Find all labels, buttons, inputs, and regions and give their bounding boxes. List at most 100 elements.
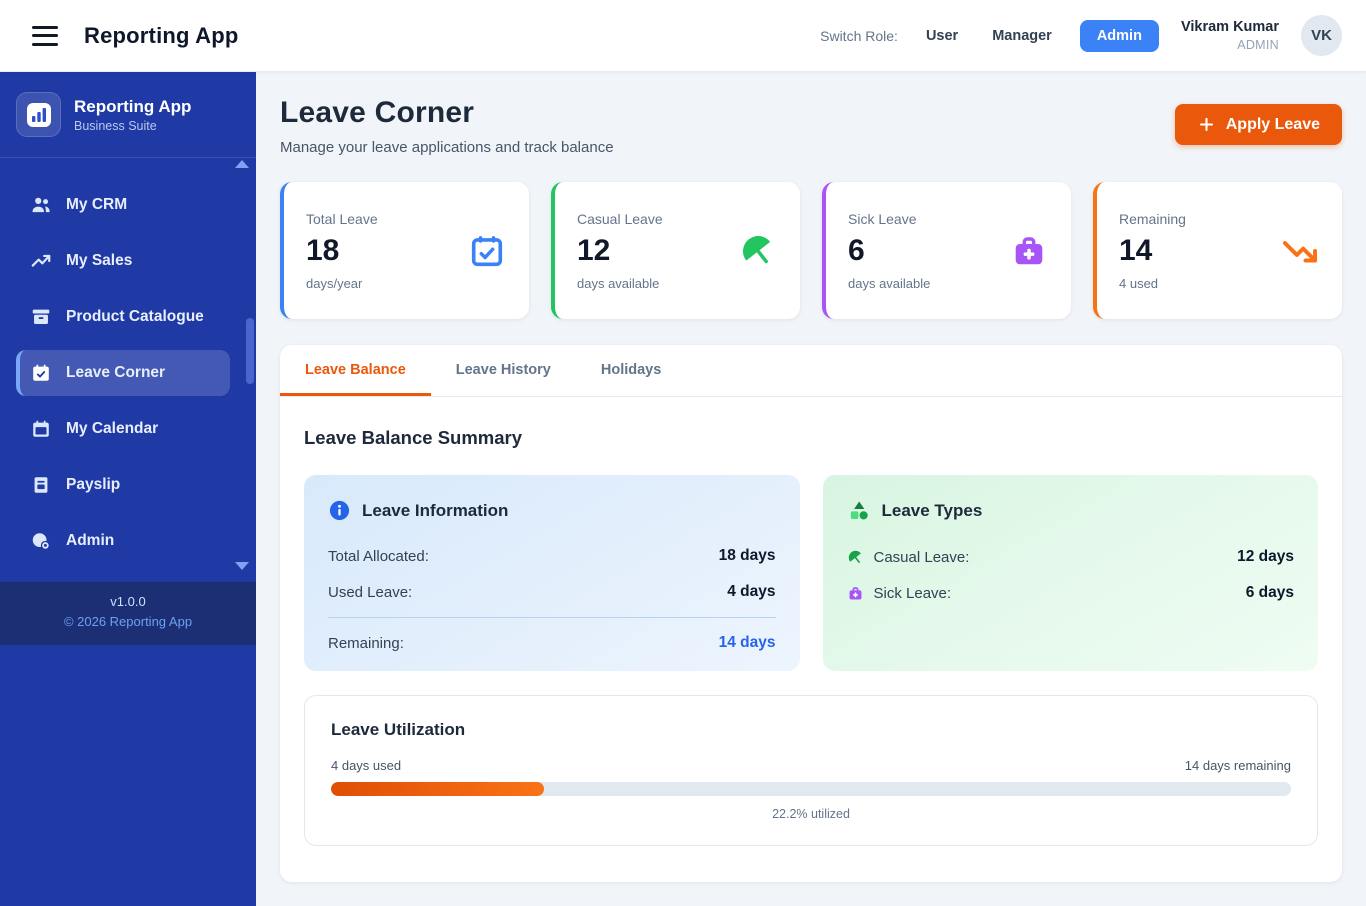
leave-information-card: Leave Information Total Allocated: 18 da… [304,475,800,671]
calendar-check-icon [30,362,52,384]
archive-box-icon [30,306,52,328]
sidebar-item-label: Leave Corner [66,364,166,381]
stat-card-sick-leave: Sick Leave 6 days available [822,182,1071,319]
days-remaining-label: 14 days remaining [1184,758,1291,773]
brand-subtitle: Business Suite [74,118,157,133]
sidebar-item-label: My CRM [66,196,128,213]
sidebar: Reporting App Business Suite [0,72,256,906]
users-icon [30,194,52,216]
utilization-progress-fill [331,782,545,796]
stat-value: 14 [1119,233,1153,267]
sidebar-item-leave-corner[interactable]: Leave Corner [16,350,230,396]
stat-label: Sick Leave [848,210,917,227]
section-heading: Leave Balance Summary [304,427,523,448]
utilization-title: Leave Utilization [331,720,466,739]
info-row-remaining: Remaining: 14 days [328,634,776,652]
shapes-icon [847,499,871,523]
apply-leave-button[interactable]: Apply Leave [1174,104,1342,145]
sidebar-item-label: Admin [66,532,115,549]
brand-title: Reporting App [74,96,192,116]
sidebar-footer: v1.0.0 © 2026 Reporting App [0,582,256,645]
card-title: Leave Types [881,501,983,520]
page-header: Leave Corner Manage your leave applicati… [280,96,1342,156]
topbar-right: Switch Role: User Manager Admin Vikram K… [820,15,1342,56]
stat-card-total-leave: Total Leave 18 days/year [280,182,529,319]
sidebar-scrollbar[interactable] [246,318,254,384]
utilization-percent-label: 22.2% utilized [772,807,850,821]
stat-label: Casual Leave [577,210,663,227]
role-button-manager[interactable]: Manager [986,20,1058,52]
info-row-total-allocated: Total Allocated: 18 days [328,547,776,565]
sidebar-item-payslip[interactable]: Payslip [16,462,230,508]
scroll-down-icon[interactable] [235,562,249,570]
user-name: Vikram Kumar [1180,18,1279,35]
plus-icon [1197,115,1216,134]
avatar[interactable]: VK [1301,15,1342,56]
stat-card-remaining: Remaining 14 4 used [1093,182,1342,319]
admin-badge-icon [30,530,52,552]
app-title: Reporting App [84,22,239,48]
scroll-up-icon[interactable] [235,160,249,168]
role-button-admin[interactable]: Admin [1079,19,1159,52]
utilization-progress-bar [331,782,1291,796]
stat-sub: days available [577,275,660,291]
stat-label: Remaining [1119,210,1186,227]
top-header: Reporting App Switch Role: User Manager … [0,0,1366,72]
divider [328,617,776,618]
info-row-used-leave: Used Leave: 4 days [328,583,776,601]
sidebar-item-my-crm[interactable]: My CRM [16,182,230,228]
calendar-icon [30,418,52,440]
sidebar-item-my-calendar[interactable]: My Calendar [16,406,230,452]
stat-value: 18 [306,233,340,267]
trending-up-icon [30,250,52,272]
stat-sub: days available [848,275,931,291]
stat-label: Total Leave [306,210,378,227]
stat-sub: 4 used [1119,275,1159,291]
trending-down-icon [1280,231,1320,271]
sidebar-item-label: My Sales [66,252,133,269]
hamburger-menu-icon[interactable] [32,25,58,46]
user-role-badge: ADMIN [1237,37,1279,52]
tab-bar: Leave Balance Leave History Holidays [280,345,1342,397]
leave-panel: Leave Balance Leave History Holidays Lea… [280,345,1342,882]
brand-logo-icon [16,92,61,137]
page-subtitle: Manage your leave applications and track… [280,139,614,156]
days-used-label: 4 days used [331,758,402,773]
stat-sub: days/year [306,275,363,291]
sidebar-item-my-sales[interactable]: My Sales [16,238,230,284]
sidebar-item-product-catalogue[interactable]: Product Catalogue [16,294,230,340]
role-button-user[interactable]: User [920,20,964,52]
tab-leave-history[interactable]: Leave History [431,345,576,396]
sidebar-brand: Reporting App Business Suite [0,72,256,158]
info-icon [328,499,351,522]
leave-utilization-card: Leave Utilization 4 days used 14 days re… [304,695,1318,846]
app-version: v1.0.0 [110,594,146,609]
beach-umbrella-icon [847,549,864,566]
page-title: Leave Corner [280,96,475,129]
tab-leave-balance[interactable]: Leave Balance [280,345,431,396]
receipt-icon [30,474,52,496]
stats-row: Total Leave 18 days/year [280,182,1342,319]
leave-types-card: Leave Types [822,475,1318,671]
stat-card-casual-leave: Casual Leave 12 days available [551,182,800,319]
copyright: © 2026 Reporting App [63,614,193,629]
sidebar-item-admin[interactable]: Admin [16,518,230,564]
stat-value: 12 [577,233,611,267]
beach-umbrella-icon [738,231,778,271]
calendar-check-icon [467,231,507,271]
sidebar-nav: My CRM My Sales [0,158,256,570]
type-row-sick: Sick Leave: 6 days [847,575,1294,611]
card-title: Leave Information [362,500,509,520]
medical-kit-icon [847,585,864,602]
medical-kit-icon [1009,231,1049,271]
user-block: Vikram Kumar ADMIN [1181,18,1279,53]
switch-role-label: Switch Role: [820,27,898,44]
sidebar-item-label: My Calendar [66,420,159,437]
stat-value: 6 [848,233,865,267]
sidebar-item-label: Product Catalogue [66,308,204,325]
main-content: Leave Corner Manage your leave applicati… [256,72,1366,906]
sidebar-item-label: Payslip [66,476,121,493]
tab-holidays[interactable]: Holidays [576,345,686,396]
type-row-casual: Casual Leave: 12 days [847,539,1294,575]
